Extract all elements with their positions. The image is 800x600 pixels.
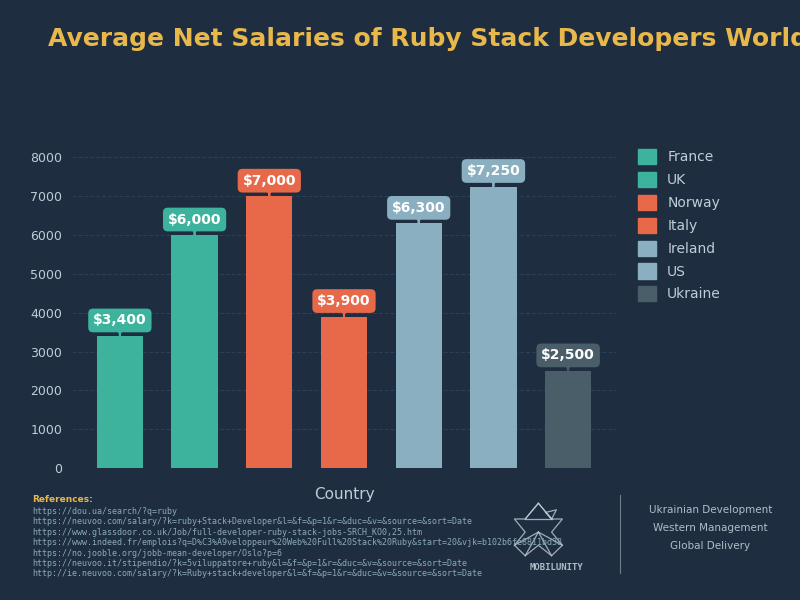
Text: Average Net Salaries of Ruby Stack Developers Worldwide: Average Net Salaries of Ruby Stack Devel… [48, 27, 800, 51]
Text: $3,900: $3,900 [318, 294, 370, 316]
Bar [395, 223, 442, 468]
Text: MOBILUNITY: MOBILUNITY [529, 563, 583, 571]
Text: Western Management: Western Management [653, 523, 768, 533]
Text: References:: References: [32, 495, 93, 504]
Text: https://dou.ua/search/?q=ruby
https://neuvoo.com/salary/?k=ruby+Stack+Developer&: https://dou.ua/search/?q=ruby https://ne… [32, 507, 562, 578]
Bar [470, 187, 517, 468]
Bar [246, 196, 293, 468]
Text: $2,500: $2,500 [542, 349, 595, 370]
Text: Global Delivery: Global Delivery [670, 541, 750, 551]
Legend: France, UK, Norway, Italy, Ireland, US, Ukraine: France, UK, Norway, Italy, Ireland, US, … [634, 145, 725, 305]
X-axis label: Country: Country [314, 487, 374, 502]
Bar [97, 336, 143, 468]
Bar [171, 235, 218, 468]
Bar [545, 371, 591, 468]
Text: $6,300: $6,300 [392, 201, 446, 223]
Text: $7,000: $7,000 [242, 173, 296, 196]
Bar [321, 317, 367, 468]
Text: Ukrainian Development: Ukrainian Development [649, 505, 772, 515]
Text: $7,250: $7,250 [466, 164, 520, 186]
Text: $6,000: $6,000 [168, 212, 222, 234]
Text: $3,400: $3,400 [93, 313, 146, 335]
